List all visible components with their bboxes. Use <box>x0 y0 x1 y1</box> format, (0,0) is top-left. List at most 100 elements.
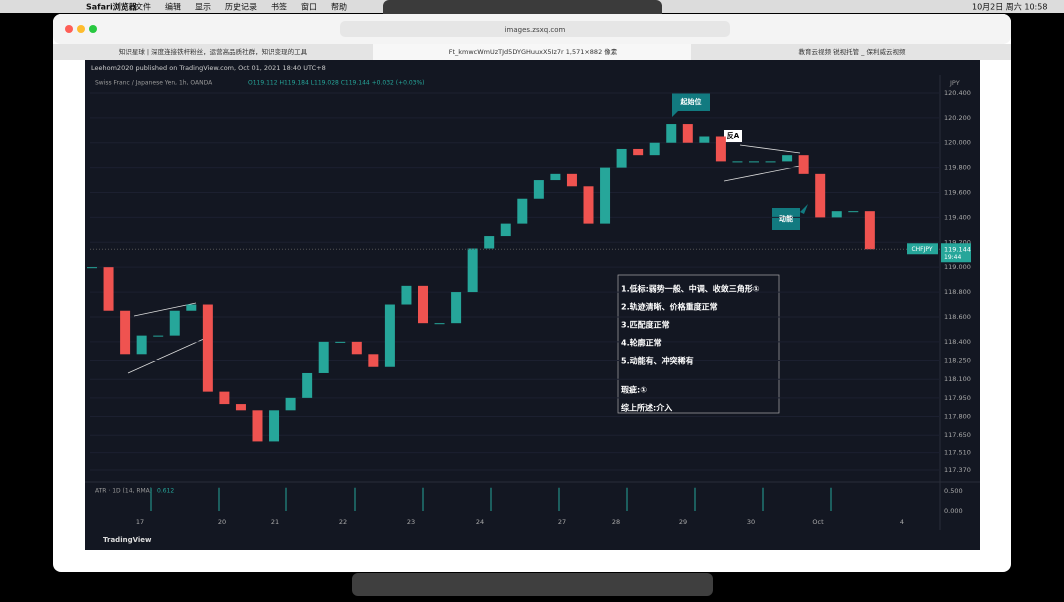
candle <box>87 267 97 269</box>
y-tick-label: 118.800 <box>944 288 971 296</box>
notes-box <box>617 274 780 414</box>
candle <box>484 236 495 249</box>
y-tick-label: 119.200 <box>944 238 971 246</box>
app-menu[interactable]: Safari浏览器 <box>86 2 138 12</box>
annotation: 起始位 <box>680 97 702 106</box>
y-tick-label: 119.600 <box>944 189 971 197</box>
y-tick-label: 117.950 <box>944 394 971 402</box>
candle <box>285 397 296 411</box>
y-tick-label: 120.000 <box>944 139 971 147</box>
menu-item[interactable]: 编辑 <box>165 2 181 12</box>
menu-item[interactable]: 文件 <box>135 2 151 12</box>
y-tick-label: 117.370 <box>944 466 971 474</box>
indicator-name: ATR · 1D (14, RMA) <box>95 488 152 495</box>
candle <box>616 148 627 168</box>
candle <box>302 372 313 398</box>
candle <box>666 124 677 143</box>
candle <box>682 124 693 143</box>
x-tick-label: 4 <box>900 518 904 526</box>
candle <box>351 341 362 355</box>
note-line: 1.低标:弱势一般、中调、收敛三角形① <box>621 284 760 294</box>
note-line: 2.轨迹清晰、价格重度正常 <box>621 302 718 312</box>
chart-title: Leehom2020 published on TradingView.com,… <box>91 64 326 72</box>
menu-item[interactable]: 历史记录 <box>225 2 257 12</box>
tab-title[interactable]: 教育云视频 锐视托管 _ 保利威云视频 <box>799 47 906 56</box>
note-line: 3.匹配度正常 <box>621 320 670 330</box>
chart-image <box>85 60 980 550</box>
zoom-button[interactable] <box>89 25 97 33</box>
candle <box>169 310 180 336</box>
candle <box>269 410 280 442</box>
candle <box>715 136 726 162</box>
price-tag-text: 119.144 <box>944 245 971 253</box>
x-tick-label: 29 <box>679 518 687 526</box>
x-tick-label: 20 <box>218 518 226 526</box>
callout <box>672 93 710 117</box>
candle <box>467 248 478 293</box>
candle <box>120 310 131 355</box>
symbol-tag <box>907 243 938 255</box>
candle <box>202 304 213 392</box>
candle <box>798 155 809 174</box>
y-tick-label: 117.510 <box>944 449 971 457</box>
annotation: 反A <box>727 131 740 140</box>
x-tick-label: 24 <box>476 518 484 526</box>
x-tick-label: 28 <box>612 518 620 526</box>
address-bar[interactable] <box>340 21 730 37</box>
menu-item[interactable]: 窗口 <box>301 2 317 12</box>
y-tick-label: 118.100 <box>944 375 971 383</box>
x-tick-label: 21 <box>271 518 279 526</box>
triangle-drawings <box>127 144 801 374</box>
tab-title[interactable]: Ft_kmwcWmUzTJd5DYGHuuxX5Iz7r 1,571×882 像… <box>449 47 618 56</box>
candle <box>831 211 842 218</box>
close-button[interactable] <box>65 25 73 33</box>
candle <box>186 304 197 311</box>
candle <box>335 341 346 343</box>
annotation: 动能 <box>779 214 793 223</box>
candle <box>235 404 246 411</box>
x-tick-label: 27 <box>558 518 566 526</box>
y-tick-label: 120.200 <box>944 114 971 122</box>
menu-item[interactable]: 帮助 <box>331 2 347 12</box>
candle <box>864 211 875 250</box>
candle <box>765 161 776 163</box>
x-tick-label: Oct <box>812 518 824 526</box>
candle <box>633 148 644 156</box>
candle <box>566 173 577 187</box>
x-tick-label: 17 <box>136 518 144 526</box>
candle <box>848 211 859 213</box>
candle <box>451 292 462 324</box>
candle <box>649 142 660 156</box>
candle <box>418 285 428 324</box>
candle <box>384 304 395 367</box>
menu-item[interactable]: 书签 <box>271 2 287 12</box>
y2-tick-label: 0.000 <box>944 507 963 515</box>
price-tag-time: 19:44 <box>944 254 961 261</box>
y-tick-label: 117.800 <box>944 413 971 421</box>
address: images.zsxq.com <box>505 26 566 34</box>
tab-title[interactable]: 知识星球 | 深度连接铁杆粉丝，运营高品质社群，知识变现的工具 <box>119 47 308 56</box>
candle <box>782 155 793 162</box>
candle <box>153 335 164 337</box>
y-tick-label: 119.400 <box>944 213 971 221</box>
candle <box>136 335 147 355</box>
indicator-value: 0.612 <box>157 488 174 495</box>
minimize-button[interactable] <box>77 25 85 33</box>
candle <box>103 267 114 311</box>
x-tick-label: 22 <box>339 518 347 526</box>
candle <box>533 180 544 199</box>
x-tick-label: 30 <box>747 518 755 526</box>
menu-item[interactable]: 显示 <box>195 3 211 12</box>
candle <box>219 391 230 405</box>
candle <box>401 285 412 305</box>
note-line: 4.轮廓正常 <box>621 338 662 348</box>
candle <box>600 167 611 224</box>
candle <box>368 354 379 367</box>
candle <box>318 341 329 373</box>
price-tag <box>941 243 971 263</box>
ohlc: O119.112 H119.184 L119.028 C119.144 +0.0… <box>248 80 425 87</box>
active-tab[interactable] <box>373 44 691 60</box>
candle <box>500 223 511 237</box>
label-box <box>724 130 742 142</box>
